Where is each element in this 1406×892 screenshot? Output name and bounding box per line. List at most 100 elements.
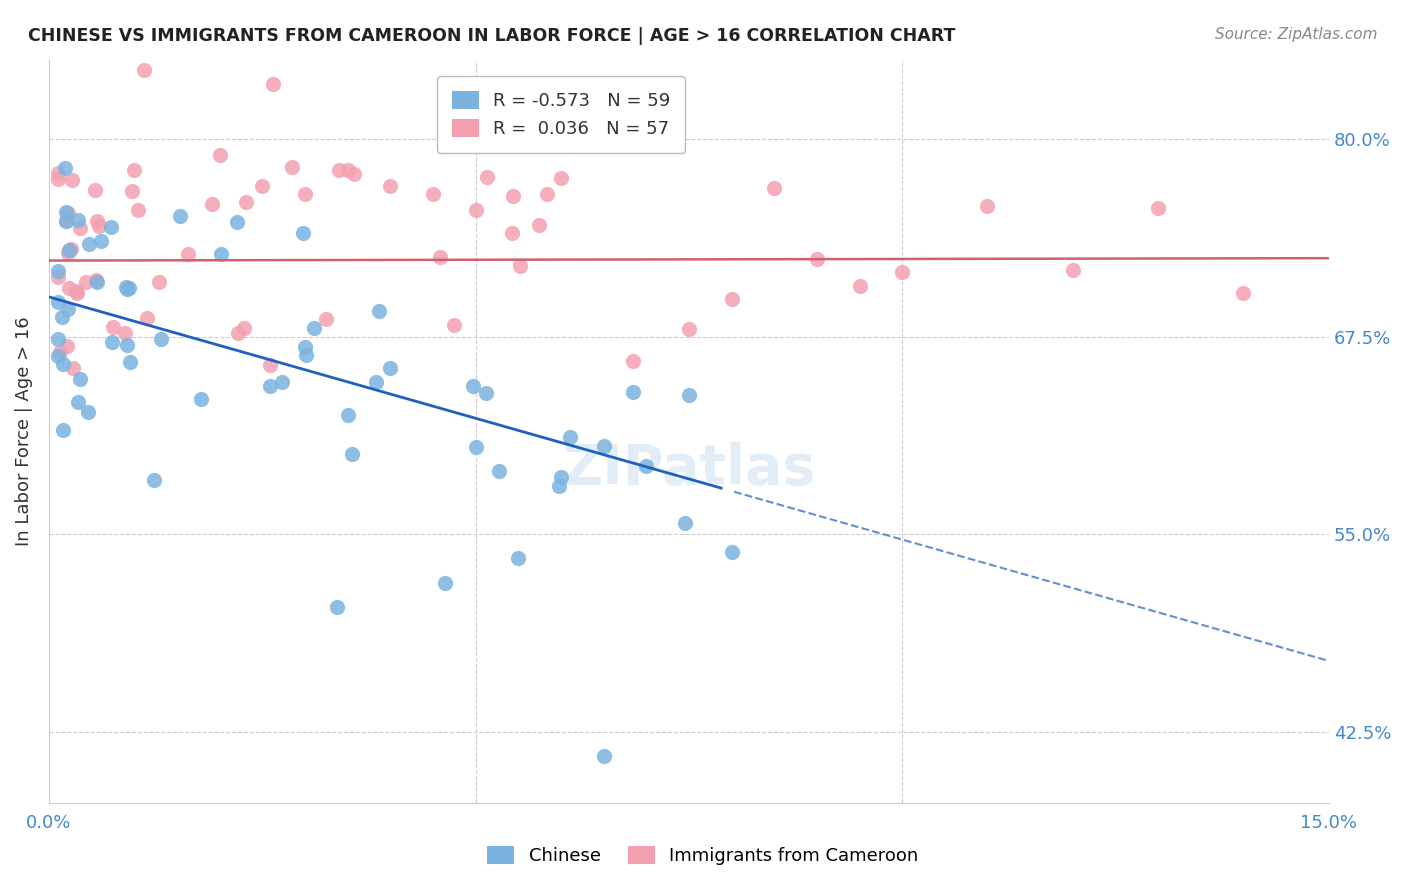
Point bbox=[83, 183, 105, 197]
Point bbox=[259, 358, 281, 372]
Point bbox=[201, 197, 224, 211]
Point bbox=[52, 423, 75, 437]
Point bbox=[86, 214, 108, 228]
Point bbox=[509, 259, 531, 273]
Point bbox=[55, 205, 77, 219]
Point bbox=[55, 214, 77, 228]
Point bbox=[720, 292, 742, 306]
Point bbox=[69, 372, 91, 386]
Point bbox=[56, 245, 79, 260]
Point bbox=[508, 132, 530, 146]
Point bbox=[121, 184, 143, 198]
Point bbox=[127, 203, 149, 218]
Point bbox=[190, 392, 212, 407]
Point bbox=[56, 301, 79, 316]
Point bbox=[62, 360, 84, 375]
Point bbox=[53, 161, 76, 175]
Point bbox=[623, 384, 645, 399]
Point bbox=[56, 206, 79, 220]
Point bbox=[46, 349, 69, 363]
Point bbox=[228, 326, 250, 340]
Point bbox=[433, 575, 456, 590]
Point bbox=[806, 252, 828, 267]
Point bbox=[209, 246, 232, 260]
Point bbox=[315, 312, 337, 326]
Point bbox=[118, 281, 141, 295]
Point bbox=[558, 430, 581, 444]
Point bbox=[134, 63, 156, 78]
Point bbox=[673, 516, 696, 530]
Point bbox=[343, 167, 366, 181]
Point bbox=[84, 273, 107, 287]
Point bbox=[235, 194, 257, 209]
Point bbox=[46, 166, 69, 180]
Point bbox=[135, 311, 157, 326]
Point bbox=[169, 209, 191, 223]
Point bbox=[48, 345, 70, 359]
Point bbox=[143, 473, 166, 487]
Point bbox=[51, 310, 73, 324]
Point bbox=[67, 213, 90, 227]
Point bbox=[100, 220, 122, 235]
Point bbox=[340, 446, 363, 460]
Point bbox=[325, 599, 347, 614]
Point bbox=[60, 173, 83, 187]
Point bbox=[118, 354, 141, 368]
Text: CHINESE VS IMMIGRANTS FROM CAMEROON IN LABOR FORCE | AGE > 16 CORRELATION CHART: CHINESE VS IMMIGRANTS FROM CAMEROON IN L… bbox=[28, 27, 956, 45]
Point bbox=[65, 284, 87, 298]
Point bbox=[117, 282, 139, 296]
Point bbox=[294, 348, 316, 362]
Point bbox=[336, 163, 359, 178]
Point bbox=[678, 387, 700, 401]
Point bbox=[328, 162, 350, 177]
Point bbox=[429, 250, 451, 264]
Point bbox=[848, 279, 870, 293]
Point bbox=[422, 187, 444, 202]
Point bbox=[56, 339, 79, 353]
Point bbox=[763, 181, 786, 195]
Point bbox=[233, 320, 256, 334]
Point bbox=[101, 319, 124, 334]
Point bbox=[336, 409, 359, 423]
Point bbox=[475, 385, 498, 400]
Point bbox=[46, 171, 69, 186]
Point bbox=[294, 187, 316, 202]
Point bbox=[101, 334, 124, 349]
Point bbox=[114, 280, 136, 294]
Point bbox=[86, 275, 108, 289]
Point bbox=[380, 361, 402, 376]
Point bbox=[488, 464, 510, 478]
Point bbox=[464, 202, 486, 217]
Point bbox=[976, 199, 998, 213]
Point bbox=[259, 378, 281, 392]
Point bbox=[291, 226, 314, 240]
Point bbox=[281, 160, 304, 174]
Point bbox=[252, 179, 274, 194]
Point bbox=[77, 405, 100, 419]
Point bbox=[461, 379, 484, 393]
Point bbox=[87, 219, 110, 233]
Point bbox=[550, 171, 572, 186]
Text: Source: ZipAtlas.com: Source: ZipAtlas.com bbox=[1215, 27, 1378, 42]
Point bbox=[502, 189, 524, 203]
Point bbox=[148, 275, 170, 289]
Point bbox=[443, 318, 465, 333]
Point bbox=[508, 550, 530, 565]
Point bbox=[124, 163, 146, 178]
Point bbox=[720, 545, 742, 559]
Point bbox=[208, 147, 231, 161]
Legend: Chinese, Immigrants from Cameroon: Chinese, Immigrants from Cameroon bbox=[478, 837, 928, 874]
Point bbox=[592, 439, 614, 453]
Point bbox=[46, 333, 69, 347]
Point bbox=[75, 275, 97, 289]
Point bbox=[262, 77, 284, 91]
Point bbox=[46, 295, 69, 310]
Point bbox=[69, 220, 91, 235]
Y-axis label: In Labor Force | Age > 16: In Labor Force | Age > 16 bbox=[15, 317, 32, 546]
Text: ZIPatlas: ZIPatlas bbox=[562, 442, 815, 496]
Point bbox=[477, 170, 499, 185]
Point bbox=[115, 338, 138, 352]
Point bbox=[1147, 201, 1170, 215]
Point bbox=[592, 748, 614, 763]
Legend: R = -0.573   N = 59, R =  0.036   N = 57: R = -0.573 N = 59, R = 0.036 N = 57 bbox=[437, 76, 685, 153]
